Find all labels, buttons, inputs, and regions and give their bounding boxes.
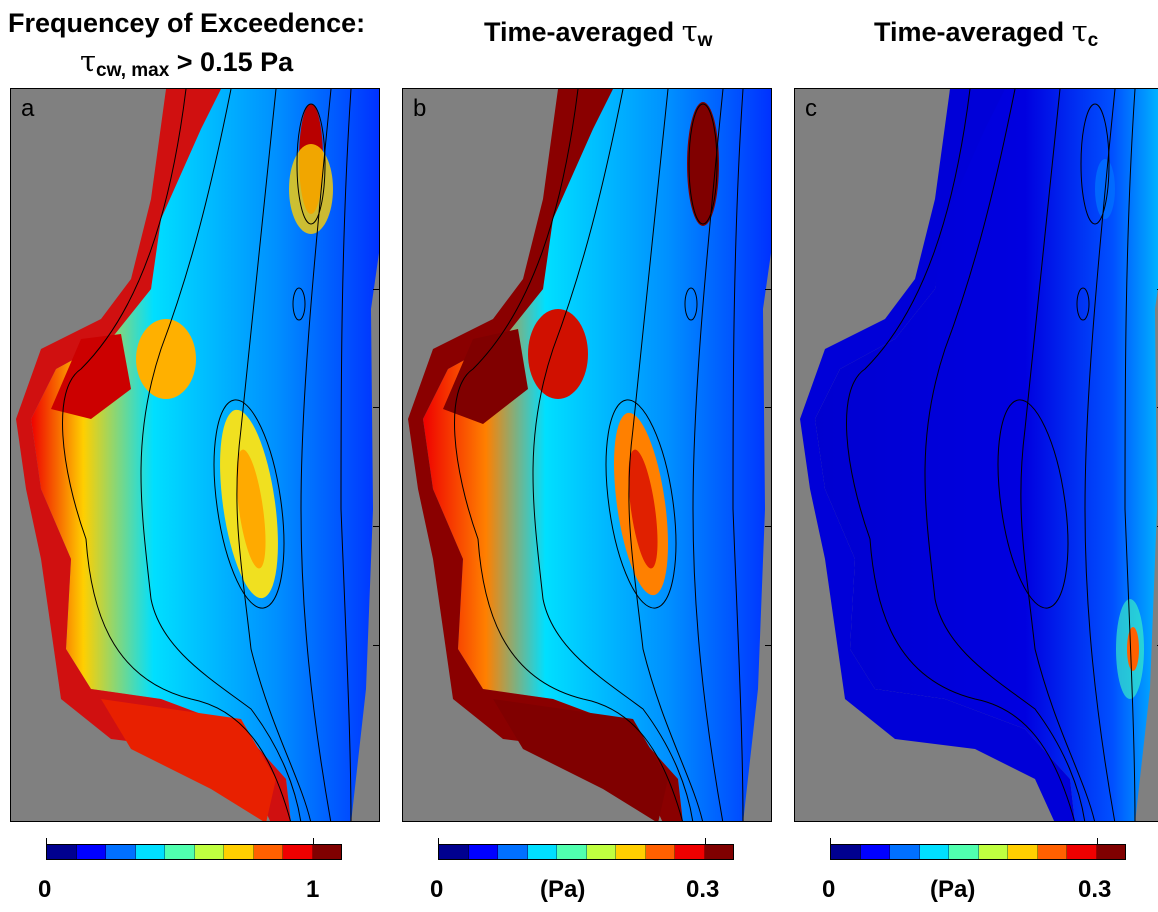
map-b-svg [408, 89, 771, 821]
colorbar-swatch [498, 845, 528, 859]
colorbar-tick [830, 838, 831, 844]
colorbar-swatch [312, 845, 341, 859]
colorbar-a [46, 844, 342, 860]
panel-label-b: b [413, 95, 427, 122]
colorbar-tick [438, 838, 439, 844]
panel-b-title-text: Time-averaged [484, 17, 682, 47]
colorbar-c-unit-label: (Pa) [930, 876, 976, 903]
axis-tick [373, 289, 379, 290]
colorbar-swatch [1037, 845, 1067, 859]
panel-a-title-line2: τcw, max > 0.15 Pa [80, 44, 293, 82]
colorbar-swatch [165, 845, 195, 859]
colorbar-swatch [283, 845, 313, 859]
colorbar-swatch [106, 845, 136, 859]
tau-symbol: τ [80, 44, 97, 78]
axis-tick [765, 407, 771, 408]
depth-contours [62, 89, 352, 821]
colorbar-swatch [76, 845, 106, 859]
colorbar-swatch [675, 845, 705, 859]
colorbar-tick [313, 838, 314, 844]
colorbar-swatch [527, 845, 557, 859]
axis-tick [373, 526, 379, 527]
depth-contours [846, 89, 1136, 821]
colorbar-swatch [194, 845, 224, 859]
colorbar-b-unit-label: (Pa) [540, 876, 586, 903]
map-panel-c: c [794, 88, 1158, 822]
tau-symbol: τ [681, 14, 698, 48]
panel-a-title-line1: Frequencey of Exceedence: [8, 8, 366, 38]
colorbar-b [438, 844, 734, 860]
colorbar-b-max-label: 0.3 [686, 876, 720, 903]
axis-tick [765, 526, 771, 527]
colorbar-c-min-label: 0 [822, 876, 836, 903]
colorbar-swatch [1096, 845, 1125, 859]
colorbar-swatch [704, 845, 733, 859]
axis-tick [765, 289, 771, 290]
colorbar-swatch [253, 845, 283, 859]
depth-contours [454, 89, 744, 821]
colorbar-swatch [439, 845, 469, 859]
map-a-svg [16, 89, 379, 821]
colorbar-swatch [468, 845, 498, 859]
colorbar-c-max-label: 0.3 [1078, 876, 1112, 903]
map-panel-b: b [402, 88, 772, 822]
colorbar-a-min-label: 0 [38, 876, 52, 903]
colorbar-swatch [47, 845, 77, 859]
colorbar-swatch [860, 845, 890, 859]
colorbar-swatch [616, 845, 646, 859]
tau-subscript: c [1087, 30, 1099, 51]
tau-subscript: cw, max [96, 60, 170, 81]
axis-tick [765, 645, 771, 646]
colorbar-swatch [978, 845, 1008, 859]
colorbar-tick [1097, 838, 1098, 844]
axis-tick [373, 645, 379, 646]
panel-c-title: Time-averaged τc [874, 14, 1098, 52]
axis-tick [373, 407, 379, 408]
colorbar-swatch [919, 845, 949, 859]
threshold-text: > 0.15 Pa [169, 47, 294, 77]
colorbar-swatch [586, 845, 616, 859]
panel-label-a: a [21, 95, 35, 122]
panel-c-title-text: Time-averaged [874, 17, 1072, 47]
colorbar-a-max-label: 1 [306, 876, 320, 903]
colorbar-swatch [1067, 845, 1097, 859]
colorbar-tick [46, 838, 47, 844]
tau-symbol: τ [1071, 14, 1088, 48]
colorbar-swatch [1008, 845, 1038, 859]
water-body [16, 89, 379, 821]
colorbar-swatch [135, 845, 165, 859]
tau-subscript: w [697, 30, 713, 51]
panel-b-title: Time-averaged τw [484, 14, 712, 52]
colorbar-swatch [831, 845, 861, 859]
panel-label-c: c [805, 95, 817, 122]
colorbar-swatch [557, 845, 587, 859]
colorbar-swatch [949, 845, 979, 859]
colorbar-b-min-label: 0 [430, 876, 444, 903]
colorbar-swatch [645, 845, 675, 859]
colorbar-swatch [224, 845, 254, 859]
colorbar-swatch [890, 845, 920, 859]
colorbar-tick [705, 838, 706, 844]
map-panel-a: a [10, 88, 380, 822]
map-c-svg [800, 89, 1158, 821]
water-body [408, 89, 771, 821]
colorbar-c [830, 844, 1126, 860]
